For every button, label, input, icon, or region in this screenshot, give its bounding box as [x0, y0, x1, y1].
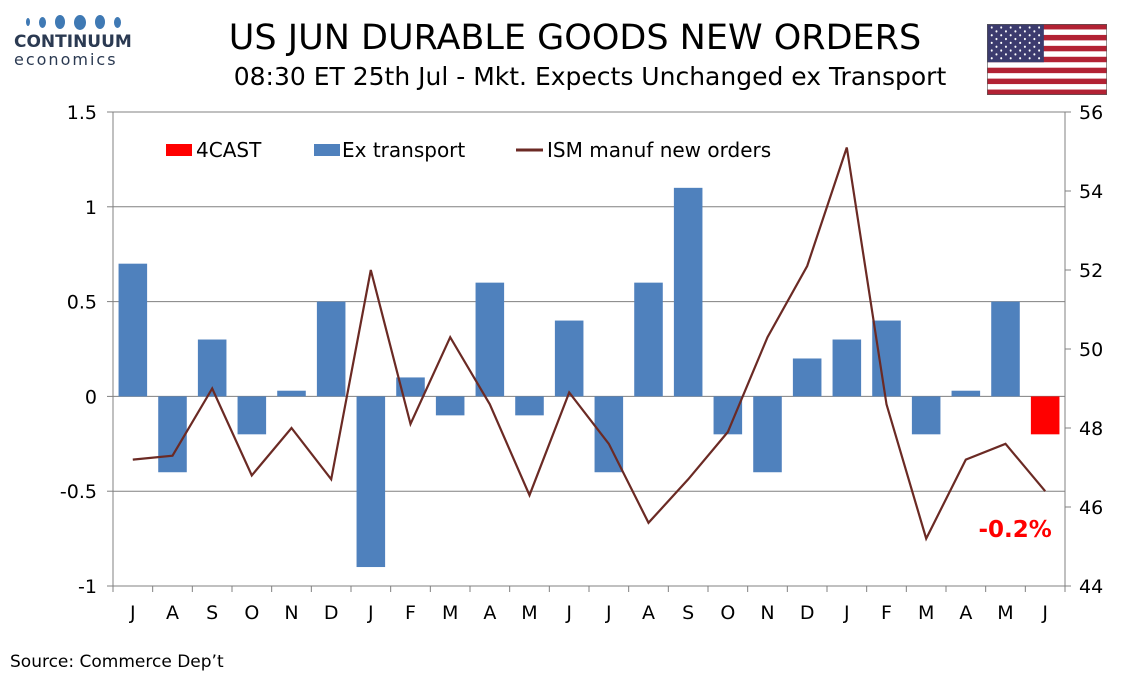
x-tick-label-11: J [565, 602, 572, 624]
x-tick-label-15: O [720, 602, 735, 624]
x-tick-label-13: A [642, 602, 655, 624]
bar-4cast-23 [1030, 396, 1060, 435]
x-tick-label-21: A [959, 602, 972, 624]
bar-ex-transport-3 [237, 396, 267, 435]
right-tick-label-1: 46 [1079, 497, 1103, 519]
bar-ex-transport-17 [792, 358, 822, 397]
x-tick-label-8: M [442, 602, 458, 624]
legend-swatch-4cast [166, 144, 192, 156]
legend-label-ex-transport: Ex transport [342, 138, 465, 162]
bar-ex-transport-19 [872, 320, 901, 397]
logo-name: CONTINUUM [14, 32, 132, 52]
x-tick-label-3: O [244, 602, 259, 624]
source-note: Source: Commerce Dep’t [10, 652, 224, 672]
x-tick-label-1: A [166, 602, 179, 624]
bar-ex-transport-4 [277, 390, 306, 397]
bar-ex-transport-8 [435, 396, 465, 416]
bar-ex-transport-11 [554, 320, 584, 397]
x-tick-label-4: N [284, 602, 298, 624]
axes: -1 -0.5 0 0.5 1 1.5 44 46 48 50 52 54 56 J A S O N D J F M A M J… [60, 102, 1103, 624]
continuum-logo: CONTINUUM economics [14, 14, 134, 69]
left-tick-label-3: 0.5 [67, 292, 97, 314]
x-tick-label-0: J [129, 602, 136, 624]
left-tick-label-2: 0 [85, 386, 97, 408]
legend-label-ism: ISM manuf new orders [547, 138, 771, 162]
us-flag-icon [987, 24, 1107, 95]
bars [118, 187, 1060, 568]
left-tick-label-4: 1 [85, 197, 97, 219]
bar-ex-transport-14 [673, 187, 703, 397]
x-tick-label-6: J [367, 602, 374, 624]
x-tick-label-12: J [605, 602, 612, 624]
bar-ex-transport-1 [158, 396, 187, 473]
right-tick-label-0: 44 [1079, 576, 1103, 598]
bar-ex-transport-22 [991, 301, 1020, 397]
right-tick-label-3: 50 [1079, 339, 1103, 361]
grid-lines [113, 111, 1065, 492]
right-tick-label-2: 48 [1079, 418, 1103, 440]
x-tick-label-17: D [800, 602, 815, 624]
x-tick-label-16: N [760, 602, 774, 624]
bar-ex-transport-12 [594, 396, 624, 473]
x-tick-label-22: M [997, 602, 1013, 624]
bar-ex-transport-15 [713, 396, 743, 435]
chart-subtitle: 08:30 ET 25th Jul - Mkt. Expects Unchang… [233, 62, 947, 91]
bar-ex-transport-6 [356, 396, 386, 568]
bar-ex-transport-5 [316, 301, 346, 397]
bar-ex-transport-21 [951, 390, 981, 397]
x-tick-label-14: S [682, 602, 694, 624]
continuum-logo-icon [14, 14, 134, 30]
x-tick-label-18: J [843, 602, 850, 624]
x-tick-label-10: M [521, 602, 537, 624]
ism-line [132, 147, 1047, 542]
x-tick-label-23: J [1041, 602, 1048, 624]
right-tick-label-6: 56 [1079, 102, 1103, 124]
bar-ex-transport-9 [475, 282, 505, 397]
x-tick-label-7: F [405, 602, 416, 624]
bar-ex-transport-20 [911, 396, 941, 435]
bar-ex-transport-7 [396, 377, 425, 397]
right-tick-label-5: 54 [1079, 181, 1103, 203]
x-tick-label-9: A [483, 602, 496, 624]
logo-subtitle: economics [14, 50, 118, 69]
right-tick-label-4: 52 [1079, 260, 1103, 282]
bar-ex-transport-13 [634, 282, 663, 397]
legend: 4CAST Ex transport ISM manuf new orders [166, 138, 771, 162]
x-tick-label-2: S [206, 602, 218, 624]
chart-title: US JUN DURABLE GOODS NEW ORDERS [228, 18, 922, 58]
legend-swatch-ex-transport [314, 144, 340, 156]
x-tick-label-19: F [881, 602, 892, 624]
left-tick-label-0: -1 [78, 576, 97, 598]
ism-series-line [132, 147, 1047, 542]
x-tick-label-5: D [324, 602, 339, 624]
bar-ex-transport-16 [753, 396, 782, 473]
legend-label-4cast: 4CAST [196, 138, 262, 162]
x-tick-label-20: M [918, 602, 934, 624]
bar-ex-transport-18 [832, 339, 862, 397]
left-tick-label-1: -0.5 [60, 481, 97, 503]
bar-ex-transport-10 [515, 396, 544, 416]
bar-ex-transport-0 [118, 263, 148, 397]
forecast-annotation: -0.2% [978, 517, 1051, 543]
left-tick-label-5: 1.5 [67, 102, 97, 124]
